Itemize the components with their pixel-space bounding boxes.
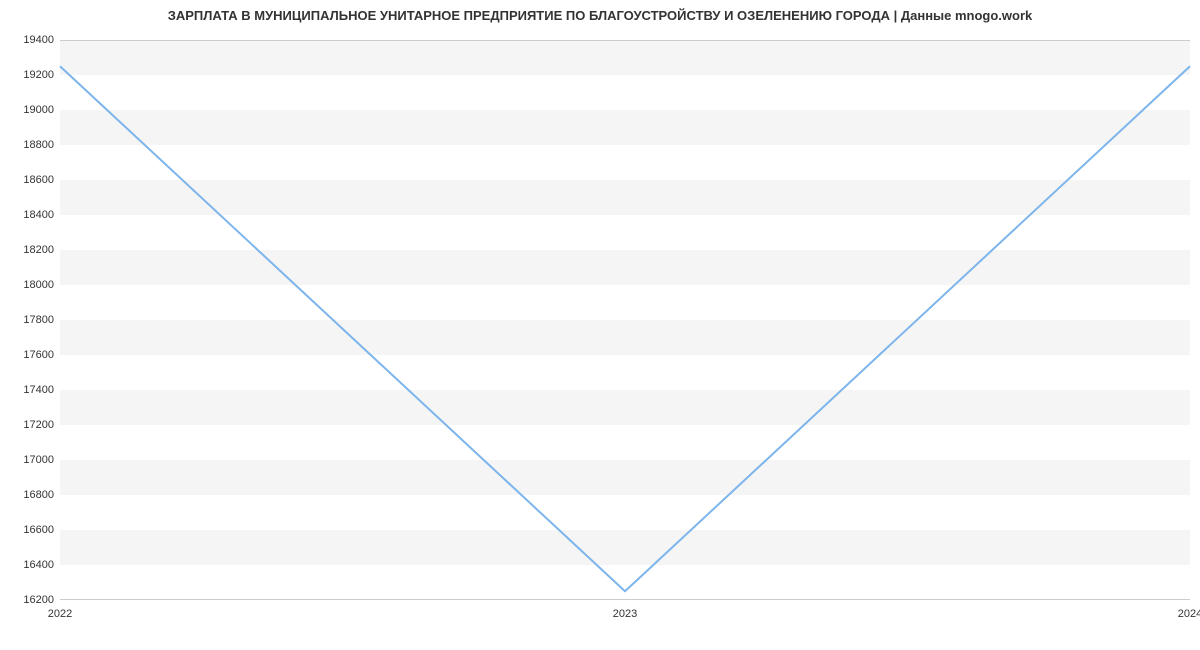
y-tick-label: 17800: [23, 314, 54, 326]
y-tick-label: 16600: [23, 524, 54, 536]
y-tick-label: 18800: [23, 139, 54, 151]
chart-title: ЗАРПЛАТА В МУНИЦИПАЛЬНОЕ УНИТАРНОЕ ПРЕДП…: [0, 8, 1200, 23]
y-tick-label: 18400: [23, 209, 54, 221]
y-tick-label: 17000: [23, 454, 54, 466]
x-tick-label: 2022: [48, 608, 72, 620]
y-tick-label: 17200: [23, 419, 54, 431]
x-tick-label: 2024: [1178, 608, 1200, 620]
y-tick-label: 18000: [23, 279, 54, 291]
y-tick-label: 16800: [23, 489, 54, 501]
salary-chart: ЗАРПЛАТА В МУНИЦИПАЛЬНОЕ УНИТАРНОЕ ПРЕДП…: [0, 0, 1200, 650]
y-tick-label: 16400: [23, 559, 54, 571]
y-tick-label: 16200: [23, 594, 54, 606]
line-series: [60, 40, 1190, 600]
y-tick-label: 17400: [23, 384, 54, 396]
x-tick-label: 2023: [613, 608, 637, 620]
y-tick-label: 19000: [23, 104, 54, 116]
plot-area: 1620016400166001680017000172001740017600…: [60, 40, 1190, 600]
y-tick-label: 19200: [23, 69, 54, 81]
y-tick-label: 19400: [23, 34, 54, 46]
y-tick-label: 17600: [23, 349, 54, 361]
y-tick-label: 18200: [23, 244, 54, 256]
y-tick-label: 18600: [23, 174, 54, 186]
